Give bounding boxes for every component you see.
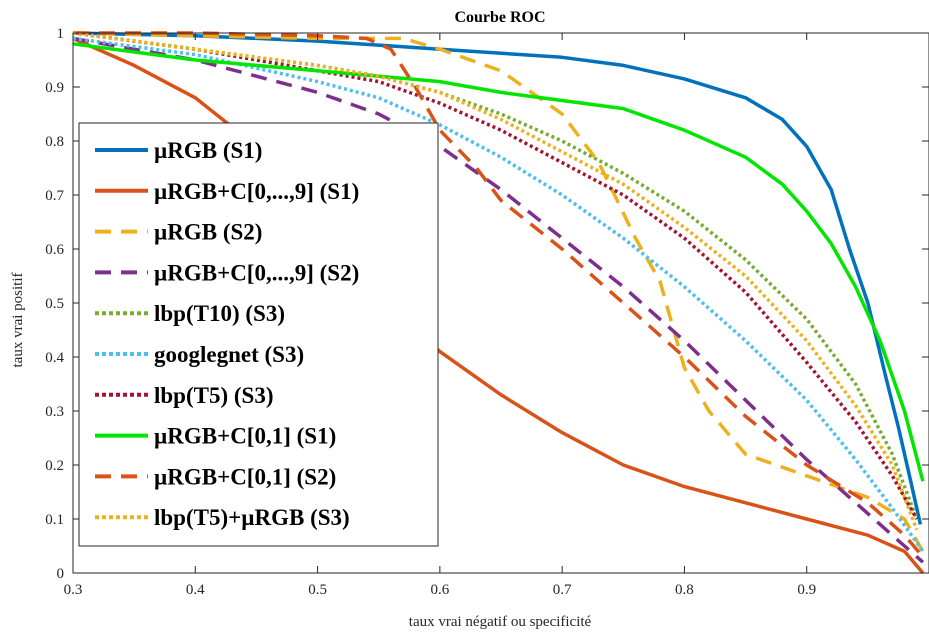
series-line-1: [72, 31, 923, 525]
x-tick-label: 0.8: [675, 582, 694, 598]
legend-label: lbp(T5) (S3): [154, 383, 274, 408]
plot-area: [72, 31, 925, 575]
x-tick-label: 0.5: [308, 582, 327, 598]
legend-label: µRGB+C[0,...,9] (S2): [154, 260, 359, 285]
legend-label: µRGB (S2): [154, 220, 262, 245]
y-axis-label: taux vrai positif: [10, 273, 26, 368]
chart-title: Courbe ROC: [454, 9, 545, 26]
x-tick-label: 0.9: [797, 582, 816, 598]
y-tick-label: 0.5: [45, 296, 64, 312]
y-tick-label: 0.6: [45, 242, 64, 258]
legend-label: µRGB+C[0,1] (S2): [154, 464, 336, 489]
series-line-6: [72, 36, 925, 553]
series-line-9: [73, 31, 925, 558]
legend-label: µRGB+C[0,...,9] (S1): [154, 179, 359, 204]
axes: 0.3 0.4 0.5 0.6 0.7 0.8 0.9 0 0.1 0.2 0.3 0.4 0.5 0.6…: [45, 26, 929, 598]
x-tick-label: 0.6: [430, 582, 449, 598]
series-line-2: [72, 36, 925, 575]
legend-label: lbp(T10) (S3): [154, 301, 285, 326]
x-tick-label: 0.3: [64, 582, 83, 598]
x-tick-label: 0.4: [186, 582, 205, 598]
y-tick-label: 0.1: [45, 512, 64, 528]
y-tick-label: 0.7: [45, 188, 64, 204]
y-tick-label: 0.3: [45, 404, 64, 420]
legend-label: µRGB+C[0,1] (S1): [154, 424, 336, 449]
legend: µRGB (S1) µRGB+C[0,...,9] (S1) µRGB (S2) µR…: [78, 122, 439, 547]
y-tick-label: 0.2: [45, 458, 64, 474]
y-tick-label: 0: [57, 566, 65, 582]
x-tick-label: 0.7: [553, 582, 572, 598]
legend-label: googlegnet (S3): [154, 342, 304, 367]
y-tick-label: 0.9: [45, 80, 64, 96]
legend-label: lbp(T5)+µRGB (S3): [154, 505, 350, 530]
legend-box: [78, 122, 439, 547]
y-tick-label: 1: [57, 26, 65, 42]
y-tick-label: 0.4: [45, 350, 64, 366]
series-line-4: [72, 36, 925, 564]
x-axis-label: taux vrai négatif ou specificité: [409, 614, 592, 630]
series-line-3: [72, 31, 925, 553]
y-tick-label: 0.8: [45, 134, 64, 150]
series-line-10: [72, 31, 919, 531]
legend-label: µRGB (S1): [154, 138, 262, 163]
